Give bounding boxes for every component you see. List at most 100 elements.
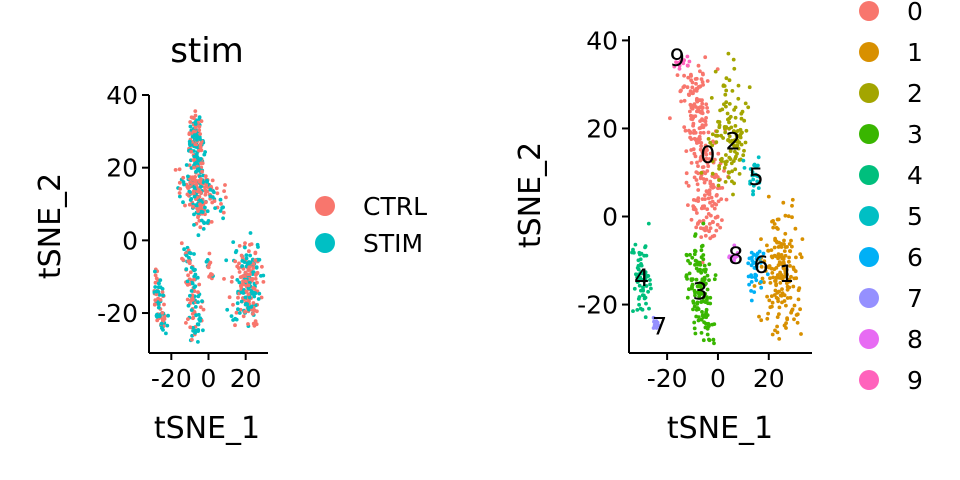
scatter-point bbox=[186, 174, 190, 179]
scatter-point bbox=[246, 283, 251, 288]
scatter-point bbox=[722, 84, 727, 88]
scatter-point bbox=[189, 115, 194, 120]
scatter-point bbox=[198, 319, 203, 323]
scatter-point bbox=[786, 214, 791, 219]
legend-swatch bbox=[315, 233, 335, 253]
scatter-point bbox=[191, 204, 195, 209]
scatter-point bbox=[704, 307, 709, 312]
scatter-point bbox=[198, 180, 203, 185]
scatter-point bbox=[695, 211, 699, 215]
scatter-point bbox=[244, 302, 249, 306]
scatter-point bbox=[768, 281, 773, 285]
scatter-point bbox=[771, 225, 776, 230]
scatter-point bbox=[741, 158, 746, 163]
x-tick-label: 0 bbox=[201, 364, 217, 393]
scatter-point bbox=[706, 191, 711, 196]
scatter-point bbox=[727, 78, 732, 83]
scatter-point bbox=[682, 125, 687, 129]
scatter-point bbox=[689, 117, 694, 121]
scatter-point bbox=[198, 202, 202, 207]
scatter-point bbox=[640, 307, 645, 312]
scatter-point bbox=[641, 277, 646, 282]
scatter-point bbox=[758, 260, 763, 265]
scatter-point bbox=[252, 286, 257, 291]
scatter-point bbox=[784, 321, 788, 325]
scatter-point bbox=[192, 289, 197, 294]
scatter-point bbox=[654, 326, 659, 330]
scatter-point bbox=[695, 182, 700, 187]
scatter-point bbox=[695, 109, 699, 114]
scatter-point bbox=[684, 180, 689, 185]
scatter-point bbox=[705, 79, 710, 83]
scatter-point bbox=[675, 73, 680, 77]
scatter-point bbox=[246, 268, 251, 272]
scatter-point bbox=[691, 299, 696, 304]
scatter-point bbox=[726, 51, 731, 56]
scatter-point bbox=[701, 221, 706, 226]
scatter-point bbox=[198, 142, 203, 146]
scatter-point bbox=[634, 272, 638, 277]
scatter-point bbox=[701, 125, 706, 130]
scatter-point bbox=[727, 116, 732, 121]
legend-label: 6 bbox=[907, 243, 923, 272]
scatter-point bbox=[701, 296, 706, 300]
scatter-point bbox=[195, 275, 200, 280]
scatter-point bbox=[643, 270, 648, 275]
scatter-point bbox=[698, 158, 703, 163]
scatter-point bbox=[732, 145, 737, 149]
scatter-point bbox=[692, 175, 697, 180]
scatter-point bbox=[166, 313, 171, 318]
scatter-point bbox=[183, 203, 187, 208]
scatter-point bbox=[701, 338, 706, 343]
scatter-point bbox=[694, 81, 698, 86]
scatter-point bbox=[637, 295, 642, 299]
scatter-point bbox=[712, 185, 716, 190]
cluster-label: 4 bbox=[634, 264, 649, 292]
scatter-point bbox=[697, 105, 702, 110]
scatter-point bbox=[692, 151, 697, 156]
scatter-point bbox=[787, 255, 791, 260]
scatter-point bbox=[221, 210, 226, 215]
scatter-point bbox=[684, 149, 689, 154]
scatter-point bbox=[173, 168, 178, 172]
scatter-point bbox=[756, 186, 761, 191]
scatter-point bbox=[732, 139, 737, 144]
scatter-point bbox=[774, 282, 778, 286]
scatter-point bbox=[704, 152, 709, 157]
scatter-point bbox=[253, 319, 258, 323]
scatter-point bbox=[153, 269, 157, 274]
scatter-point bbox=[192, 252, 196, 256]
scatter-point bbox=[153, 280, 158, 285]
scatter-point bbox=[696, 196, 701, 201]
scatter-point bbox=[649, 286, 653, 291]
legend-swatch bbox=[859, 42, 879, 62]
scatter-point bbox=[243, 245, 247, 250]
scatter-point bbox=[246, 305, 251, 310]
scatter-point bbox=[646, 274, 651, 278]
scatter-point bbox=[702, 277, 707, 282]
scatter-point bbox=[707, 157, 712, 161]
scatter-point bbox=[699, 248, 704, 253]
scatter-point bbox=[248, 253, 253, 258]
scatter-point bbox=[696, 188, 701, 192]
y-tick-label: 0 bbox=[122, 226, 138, 255]
scatter-point bbox=[637, 250, 642, 255]
scatter-point bbox=[248, 231, 253, 235]
scatter-point bbox=[639, 270, 644, 275]
scatter-point bbox=[685, 295, 690, 300]
scatter-point bbox=[212, 199, 217, 204]
scatter-point bbox=[236, 295, 240, 300]
scatter-point bbox=[700, 197, 705, 202]
scatter-point bbox=[198, 132, 203, 136]
scatter-point bbox=[644, 284, 649, 288]
scatter-point bbox=[692, 326, 697, 331]
scatter-point bbox=[631, 309, 635, 313]
scatter-point bbox=[707, 337, 711, 342]
cluster-label: 7 bbox=[652, 313, 667, 341]
scatter-point bbox=[782, 249, 787, 254]
scatter-point bbox=[715, 214, 720, 219]
scatter-point bbox=[244, 253, 249, 257]
scatter-point bbox=[706, 137, 711, 141]
scatter-point bbox=[715, 129, 719, 134]
scatter-point bbox=[790, 244, 794, 249]
